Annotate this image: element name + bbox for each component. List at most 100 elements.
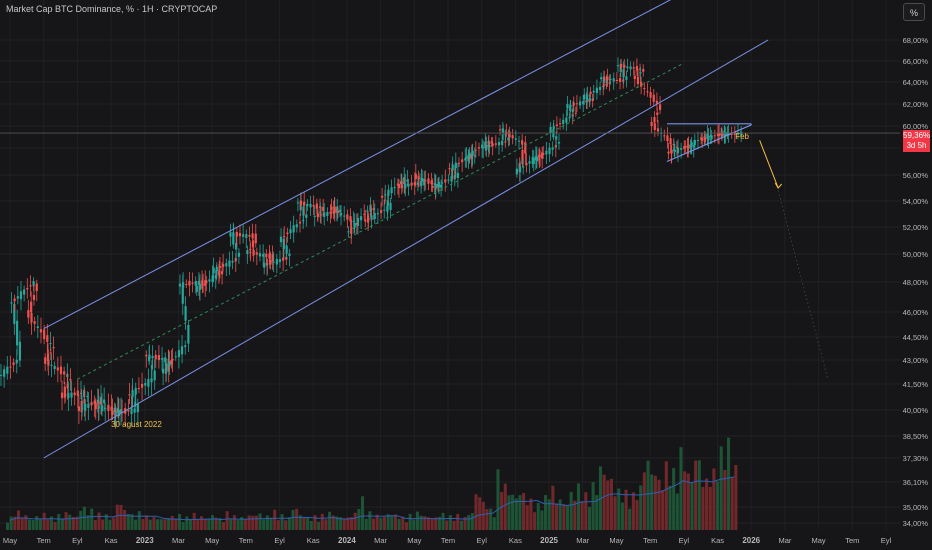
volume-bar <box>119 504 123 530</box>
candle-body <box>76 390 79 396</box>
candle-body <box>272 261 275 263</box>
candle-body <box>667 151 670 154</box>
candle-body <box>555 124 558 126</box>
candle-body <box>282 257 285 261</box>
percent-scale-button[interactable]: % <box>903 3 925 21</box>
candle-body <box>323 212 326 217</box>
candle-body <box>338 209 342 212</box>
candle-body <box>439 184 443 188</box>
volume-bar <box>141 519 145 530</box>
volume-bar <box>104 514 108 530</box>
candle-body <box>278 259 282 263</box>
candle-body <box>740 131 743 136</box>
candle-body <box>588 98 591 101</box>
volume-bar <box>75 516 79 530</box>
candle-body <box>306 203 309 206</box>
volume-bar <box>456 513 460 530</box>
x-tick-label: Kas <box>509 536 522 545</box>
candle-body <box>315 203 318 209</box>
candle-body <box>474 149 477 151</box>
candle-body <box>237 252 241 257</box>
candle-body <box>615 79 619 81</box>
volume-bar <box>189 518 193 530</box>
candle-body <box>454 172 457 174</box>
volume-bar <box>335 516 339 530</box>
candle-body <box>63 371 66 375</box>
candle-body <box>521 149 524 165</box>
volume-bar <box>522 493 526 530</box>
candle-body <box>168 361 171 367</box>
x-tick-label: May <box>812 536 826 545</box>
volume-bar <box>664 461 668 530</box>
candle-body <box>701 138 704 141</box>
volume-bar <box>112 517 116 530</box>
volume-bar <box>686 473 690 530</box>
volume-bar <box>562 504 566 530</box>
candle-body <box>151 355 154 359</box>
candle-body <box>117 409 120 417</box>
volume-bar <box>628 508 632 530</box>
candle-body <box>160 358 164 360</box>
candle-body <box>316 213 319 218</box>
candle-body <box>373 212 376 219</box>
candle-body <box>622 69 625 78</box>
candle-body <box>205 280 208 284</box>
volume-bar <box>646 460 650 530</box>
candle-body <box>0 374 3 376</box>
candle-body <box>182 282 185 288</box>
last-price-value: 59,36% <box>903 131 931 140</box>
volume-bar <box>694 460 698 530</box>
candle-body <box>232 233 235 235</box>
volume-bar <box>507 495 511 530</box>
volume-bar <box>697 460 701 530</box>
candle-body <box>609 78 612 80</box>
volume-bar <box>492 517 496 530</box>
candle-body <box>346 214 349 220</box>
volume-bar <box>353 512 357 530</box>
candle-body <box>487 141 490 148</box>
candle-body <box>134 387 137 395</box>
candle-body <box>184 345 187 348</box>
candle-body <box>379 210 383 213</box>
candle-body <box>689 146 693 149</box>
candle-body <box>46 335 49 342</box>
volume-bar <box>639 485 643 530</box>
candle-body <box>283 235 286 237</box>
candle-body <box>656 128 660 132</box>
volume-bar <box>620 502 624 530</box>
candle-body <box>228 260 231 267</box>
volume-bar <box>503 483 507 530</box>
volume-bar <box>525 505 529 530</box>
y-tick-label: 60,00% <box>903 122 929 131</box>
volume-bar <box>306 516 310 530</box>
candle-body <box>673 148 676 151</box>
candle-body <box>497 142 501 146</box>
candle-body <box>44 357 47 364</box>
candle-body <box>383 199 387 201</box>
candle-body <box>86 396 89 398</box>
candle-body <box>16 296 19 299</box>
candle-body <box>208 279 211 282</box>
volume-bar <box>617 488 621 530</box>
candle-body <box>80 407 84 409</box>
volume-bar <box>675 493 679 530</box>
candle-body <box>578 101 582 106</box>
y-tick-label: 44,50% <box>903 333 929 342</box>
candle-body <box>27 310 30 318</box>
candle-body <box>322 207 325 211</box>
volume-bar <box>324 519 328 530</box>
volume-bar <box>137 511 141 530</box>
candle-body <box>693 139 696 146</box>
candle-body <box>669 138 672 145</box>
candle-body <box>194 280 197 286</box>
candle-body <box>286 232 289 235</box>
candle-body <box>635 66 639 71</box>
volume-bar <box>679 447 683 530</box>
volume-bar <box>708 486 712 530</box>
candle-body <box>229 232 232 237</box>
volume-bar <box>584 492 588 530</box>
volume-bar <box>258 513 262 530</box>
projection-arrow-line <box>759 140 779 189</box>
candle-body <box>522 166 525 168</box>
